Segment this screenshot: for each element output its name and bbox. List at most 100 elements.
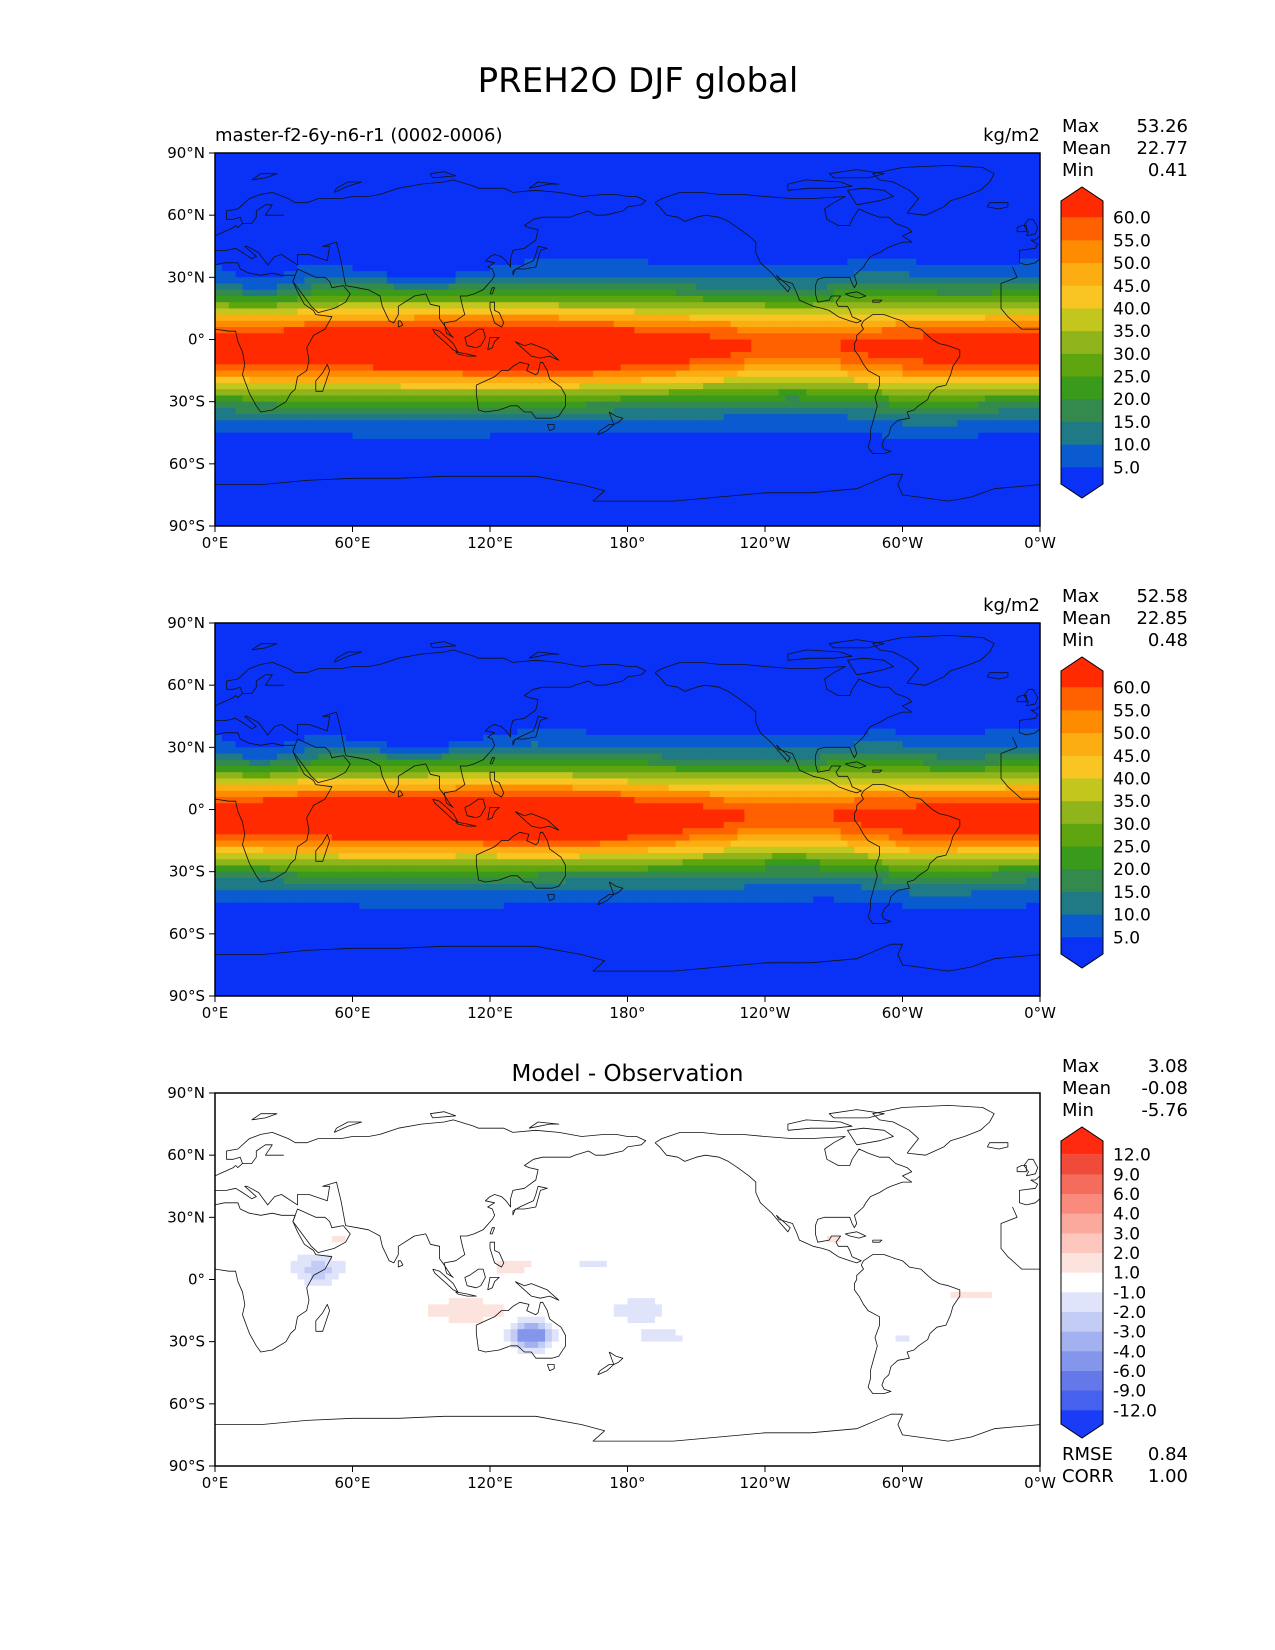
y-tick-label: 60°N bbox=[167, 206, 205, 224]
x-tick-label: 120°W bbox=[740, 1004, 791, 1022]
colorbar-tick-label: 12.0 bbox=[1113, 1146, 1151, 1166]
y-tick-label: 30°N bbox=[167, 738, 205, 756]
x-tick-label: 60°W bbox=[882, 534, 924, 552]
colorbar: 60.055.0 50.0 45.040.0 35.0 30.0 25.020.0 15.0… bbox=[1060, 656, 1151, 969]
map-panel-2: 0°E 60°E 120°E 180° 120°W 60°W 0°W 90°N 60°N 30°N… bbox=[167, 586, 1188, 1022]
stat-label-max: Max bbox=[1062, 586, 1100, 607]
colorbar-tick-label: -3.0 bbox=[1113, 1323, 1146, 1343]
y-tick-label: 60°N bbox=[167, 676, 205, 694]
colorbar-tick-label: -12.0 bbox=[1113, 1401, 1157, 1421]
y-tick-label: 0° bbox=[188, 331, 205, 349]
stat-label-mean: Mean bbox=[1062, 138, 1111, 159]
y-tick-label: 30°N bbox=[167, 268, 205, 286]
y-tick-label: 90°N bbox=[167, 144, 205, 162]
stat-value-max: 53.26 bbox=[1136, 116, 1188, 137]
colorbar-tick-label: 9.0 bbox=[1113, 1165, 1140, 1185]
colorbar-tick-label: 35.0 bbox=[1113, 322, 1151, 342]
x-tick-label: 0°W bbox=[1024, 1474, 1056, 1492]
colorbar-tick-label: -2.0 bbox=[1113, 1303, 1146, 1323]
colorbar-tick-label: 5.0 bbox=[1113, 928, 1140, 948]
colorbar: 12.09.06.04.03.02.01.0-1.0-2.0-3.0-4.0-6… bbox=[1060, 1126, 1157, 1439]
colorbar-tick-label: 40.0 bbox=[1113, 299, 1151, 319]
y-tick-label: 60°S bbox=[169, 925, 205, 943]
stat-value-mean: -0.08 bbox=[1141, 1078, 1188, 1099]
x-tick-label: 60°E bbox=[334, 1474, 370, 1492]
colorbar-tick-label: 4.0 bbox=[1113, 1205, 1140, 1225]
colorbar-tick-label: -6.0 bbox=[1113, 1362, 1146, 1382]
colorbar-tick-label: 10.0 bbox=[1113, 436, 1151, 456]
y-tick-label: 90°S bbox=[169, 1457, 205, 1475]
stat-value-min: 0.41 bbox=[1148, 160, 1188, 181]
stat-value-max: 52.58 bbox=[1136, 586, 1188, 607]
colorbar-tick-label: 25.0 bbox=[1113, 838, 1151, 858]
colorbar-tick-label: 15.0 bbox=[1113, 413, 1151, 433]
colorbar-tick-label: 30.0 bbox=[1113, 815, 1151, 835]
x-tick-label: 0°W bbox=[1024, 1004, 1056, 1022]
colorbar-tick-label: 25.0 bbox=[1113, 368, 1151, 388]
panel-left-title: master-f2-6y-n6-r1 (0002-0006) bbox=[215, 125, 502, 146]
colorbar-tick-label: 1.0 bbox=[1113, 1264, 1140, 1284]
stat-value-rmse: 0.84 bbox=[1148, 1444, 1188, 1465]
x-tick-label: 120°E bbox=[467, 1474, 513, 1492]
colorbar-tick-label: 15.0 bbox=[1113, 883, 1151, 903]
stat-label-min: Min bbox=[1062, 160, 1094, 181]
colorbar-tick-label: 10.0 bbox=[1113, 906, 1151, 926]
y-tick-label: 60°S bbox=[169, 455, 205, 473]
colorbar-tick-label: 6.0 bbox=[1113, 1185, 1140, 1205]
colorbar-tick-label: 45.0 bbox=[1113, 277, 1151, 297]
stat-label-corr: CORR bbox=[1062, 1466, 1114, 1487]
stat-value-corr: 1.00 bbox=[1148, 1466, 1188, 1487]
colorbar-tick-label: 2.0 bbox=[1113, 1244, 1140, 1264]
stat-value-max: 3.08 bbox=[1148, 1056, 1188, 1077]
stat-label-max: Max bbox=[1062, 1056, 1100, 1077]
coastlines bbox=[215, 635, 1040, 972]
colorbar-tick-label: -4.0 bbox=[1113, 1342, 1146, 1362]
units-label: kg/m2 bbox=[983, 595, 1040, 616]
field-raster bbox=[215, 1093, 1040, 1466]
x-tick-label: 180° bbox=[609, 1004, 645, 1022]
colorbar-tick-label: 35.0 bbox=[1113, 792, 1151, 812]
stat-label-rmse: RMSE bbox=[1062, 1444, 1113, 1465]
y-tick-label: 90°S bbox=[169, 987, 205, 1005]
x-tick-label: 0°W bbox=[1024, 534, 1056, 552]
y-tick-label: 30°N bbox=[167, 1208, 205, 1226]
colorbar-tick-label: 3.0 bbox=[1113, 1224, 1140, 1244]
map-panel-3: 0°E 60°E 120°E 180° 120°W 60°W 0°W 90°N 60°N 30°N… bbox=[167, 1056, 1188, 1492]
field-raster bbox=[215, 623, 1040, 996]
colorbar-tick-label: 55.0 bbox=[1113, 231, 1151, 251]
x-tick-label: 180° bbox=[609, 1474, 645, 1492]
colorbar-tick-label: 60.0 bbox=[1113, 209, 1151, 229]
x-tick-label: 0°E bbox=[202, 1004, 229, 1022]
y-tick-label: 90°N bbox=[167, 1084, 205, 1102]
colorbar-tick-label: 30.0 bbox=[1113, 345, 1151, 365]
stat-value-min: 0.48 bbox=[1148, 630, 1188, 651]
x-tick-label: 60°E bbox=[334, 534, 370, 552]
colorbar-tick-label: 20.0 bbox=[1113, 860, 1151, 880]
colorbar-tick-label: 20.0 bbox=[1113, 390, 1151, 410]
x-tick-label: 120°W bbox=[740, 534, 791, 552]
y-tick-label: 0° bbox=[188, 801, 205, 819]
y-tick-label: 0° bbox=[188, 1271, 205, 1289]
x-tick-label: 120°E bbox=[467, 1004, 513, 1022]
colorbar-tick-label: -1.0 bbox=[1113, 1283, 1146, 1303]
y-tick-label: 90°N bbox=[167, 614, 205, 632]
field-raster bbox=[215, 153, 1040, 526]
colorbar-tick-label: 50.0 bbox=[1113, 254, 1151, 274]
colorbar-tick-label: 40.0 bbox=[1113, 769, 1151, 789]
y-tick-label: 30°S bbox=[169, 863, 205, 881]
coastlines bbox=[215, 1105, 1040, 1442]
stat-value-min: -5.76 bbox=[1141, 1100, 1188, 1121]
x-tick-label: 60°W bbox=[882, 1004, 924, 1022]
x-tick-label: 60°E bbox=[334, 1004, 370, 1022]
panel-center-title: Model - Observation bbox=[511, 1061, 743, 1087]
stat-label-min: Min bbox=[1062, 630, 1094, 651]
stat-value-mean: 22.77 bbox=[1136, 138, 1188, 159]
colorbar: 60.055.0 50.0 45.040.0 35.0 30.0 25.020.0 15.0… bbox=[1060, 186, 1151, 499]
map-panel-1: 0°E 60°E 120°E 180° 120°W 60°W 0°W 90°N 60°N 30°N… bbox=[167, 116, 1188, 552]
x-tick-label: 0°E bbox=[202, 1474, 229, 1492]
x-tick-label: 120°E bbox=[467, 534, 513, 552]
stat-label-mean: Mean bbox=[1062, 1078, 1111, 1099]
colorbar-tick-label: 50.0 bbox=[1113, 724, 1151, 744]
colorbar-tick-label: 45.0 bbox=[1113, 747, 1151, 767]
